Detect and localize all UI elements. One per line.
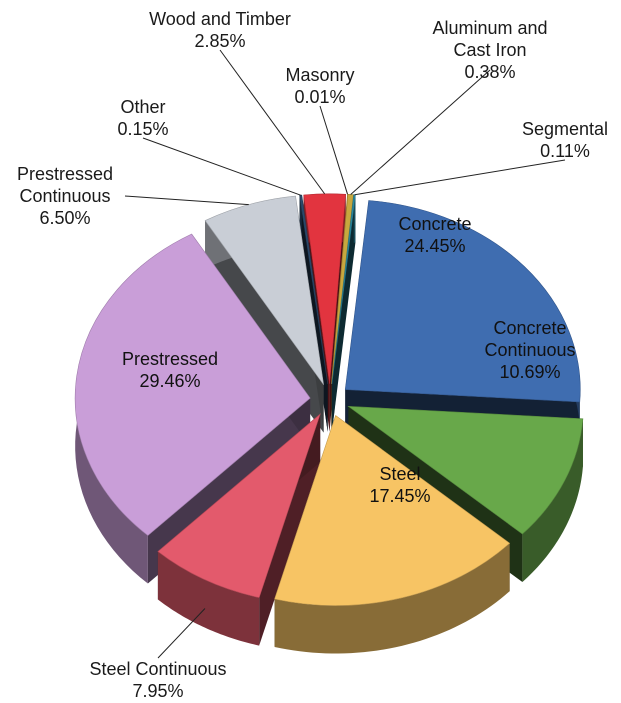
leader-line xyxy=(142,137,301,196)
slice xyxy=(344,200,581,403)
slice xyxy=(274,415,511,606)
slice-wall xyxy=(274,543,510,654)
slice-name: Steel xyxy=(379,464,421,484)
leader-line xyxy=(157,608,206,659)
slice-edge xyxy=(331,194,356,432)
slice-label: Prestressed Continuous 6.50% xyxy=(0,163,130,229)
slice-value: 0.38% xyxy=(464,62,516,82)
slice-value: 17.45% xyxy=(369,486,431,506)
leader-line xyxy=(354,159,566,196)
slice-name: Prestressed Continuous xyxy=(16,164,114,206)
slice-name: Steel Continuous xyxy=(89,659,227,679)
slice-value: 24.45% xyxy=(404,236,466,256)
slice xyxy=(74,233,311,536)
slice xyxy=(347,405,584,535)
leader-line xyxy=(319,105,349,195)
slice-name: Wood and Timber xyxy=(149,9,291,29)
slice-value: 29.46% xyxy=(139,371,201,391)
slice-name: Segmental xyxy=(521,119,609,139)
slice-label: Wood and Timber 2.85% xyxy=(135,8,305,52)
slice-name: Concrete xyxy=(398,214,472,234)
slice-value: 0.15% xyxy=(117,119,169,139)
slice-name: Concrete Continuous xyxy=(484,318,576,360)
slice-label: Aluminum and Cast Iron 0.38% xyxy=(415,17,565,83)
slice-value: 7.95% xyxy=(132,681,184,701)
leader-line xyxy=(219,49,326,195)
slice-name: Masonry xyxy=(285,65,355,85)
slice-name: Aluminum and Cast Iron xyxy=(432,18,548,60)
slice xyxy=(331,194,354,384)
leader-line xyxy=(350,69,491,195)
slice-label: Steel 17.45% xyxy=(315,463,485,507)
slice-name: Other xyxy=(120,97,166,117)
slice-label: Concrete 24.45% xyxy=(350,213,520,257)
slice-label: Masonry 0.01% xyxy=(235,64,405,108)
slice xyxy=(157,413,321,598)
slice-value: 2.85% xyxy=(194,31,246,51)
slice xyxy=(303,193,347,384)
slice-value: 0.11% xyxy=(540,141,590,161)
slice-label: Other 0.15% xyxy=(58,96,228,140)
slice-label: Segmental 0.11% xyxy=(480,118,621,162)
slice-value: 0.01% xyxy=(294,87,346,107)
slice-value: 10.69% xyxy=(499,362,561,382)
slice-value: 6.50% xyxy=(39,208,91,228)
slice-name: Prestressed xyxy=(121,349,219,369)
slice-wall xyxy=(157,551,260,646)
slice-label: Steel Continuous 7.95% xyxy=(73,658,243,702)
leader-line xyxy=(124,195,249,206)
slice-label: Concrete Continuous 10.69% xyxy=(470,317,590,383)
slice-label: Prestressed 29.46% xyxy=(85,348,255,392)
